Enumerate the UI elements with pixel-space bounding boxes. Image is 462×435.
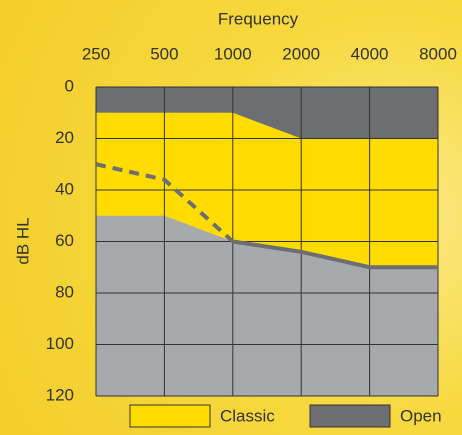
legend-label: Open xyxy=(400,406,442,425)
y-tick-label: 0 xyxy=(65,76,74,95)
x-tick-label: 500 xyxy=(150,44,178,63)
x-tick-label: 1000 xyxy=(214,44,252,63)
legend-label: Classic xyxy=(220,406,275,425)
x-tick-label: 250 xyxy=(82,44,110,63)
y-axis-title: dB HL xyxy=(13,217,32,264)
area xyxy=(96,87,438,139)
line xyxy=(95,162,235,243)
y-tick-label: 20 xyxy=(55,128,74,147)
x-tick-label: 4000 xyxy=(351,44,389,63)
line xyxy=(232,239,438,270)
y-tick-label: 120 xyxy=(46,385,74,404)
x-axis-title: Frequency xyxy=(218,9,299,28)
legend-swatch xyxy=(309,404,391,428)
y-tick-label: 60 xyxy=(55,231,74,250)
x-tick-label: 2000 xyxy=(282,44,320,63)
x-tick-label: 8000 xyxy=(419,44,457,63)
y-tick-label: 40 xyxy=(55,179,74,198)
legend-swatch xyxy=(129,404,211,428)
y-tick-label: 80 xyxy=(55,282,74,301)
y-tick-label: 100 xyxy=(46,334,74,353)
